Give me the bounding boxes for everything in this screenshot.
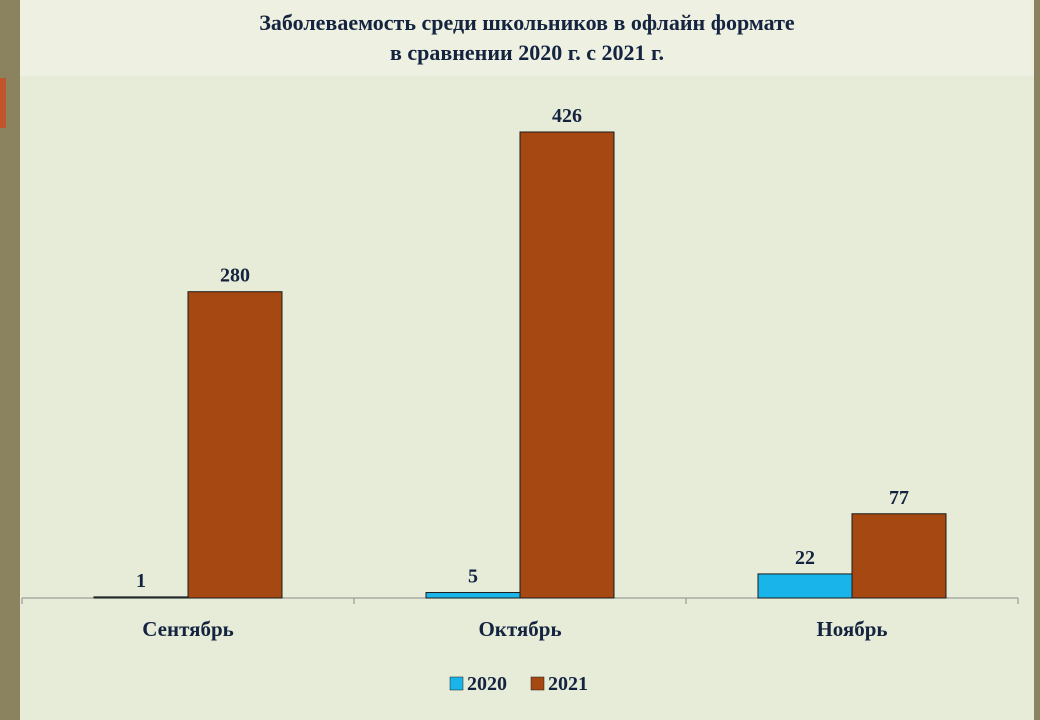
- chart-title-line-2: в сравнении 2020 г. с 2021 г.: [389, 40, 664, 65]
- data-label: 5: [468, 566, 478, 588]
- data-label: 280: [220, 265, 250, 287]
- chart-title: Заболеваемость среди школьников в офлайн…: [20, 8, 1034, 68]
- legend-swatch-2021: [530, 676, 545, 691]
- category-label: Ноябрь: [816, 617, 887, 641]
- category-label: Октябрь: [478, 617, 561, 641]
- bar-2021: [519, 131, 615, 599]
- bar-2021: [851, 513, 947, 599]
- left-decor-strip: [0, 0, 20, 720]
- legend-label: 2020: [467, 673, 507, 695]
- legend-swatch-2020: [449, 676, 464, 691]
- bar-2020: [425, 592, 521, 599]
- data-label: 22: [795, 547, 815, 569]
- data-label: 1: [136, 570, 146, 592]
- data-label: 77: [889, 487, 909, 509]
- bar-2021: [187, 291, 283, 599]
- right-decor-strip: [1034, 0, 1040, 720]
- bar-2020: [93, 596, 189, 599]
- bar-2020: [757, 573, 853, 599]
- category-label: Сентябрь: [142, 617, 234, 641]
- data-label: 426: [552, 105, 582, 127]
- legend-label: 2021: [548, 673, 588, 695]
- chart-title-line-1: Заболеваемость среди школьников в офлайн…: [259, 10, 795, 35]
- left-decor-accent: [0, 78, 6, 128]
